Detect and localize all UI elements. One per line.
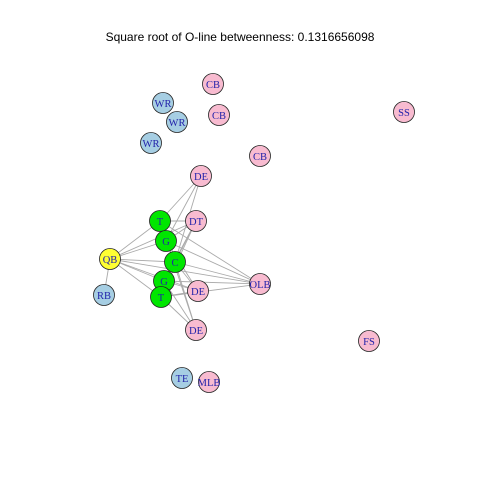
node-circle-t2	[150, 286, 172, 308]
edge-qb-de2	[109, 258, 199, 292]
node-label-g2: G	[160, 277, 168, 288]
node-te: TE	[171, 367, 193, 389]
node-circle-de2	[187, 280, 209, 302]
node-circle-wr3	[140, 132, 162, 154]
node-wr3: WR	[140, 132, 162, 154]
node-cb3: CB	[249, 145, 271, 167]
node-circle-g1	[155, 230, 177, 252]
node-label-t2: T	[158, 293, 165, 304]
node-circle-de1	[190, 165, 212, 187]
node-label-qb: QB	[103, 255, 118, 266]
node-mlb: MLB	[198, 371, 221, 393]
node-circle-rb	[93, 284, 115, 306]
node-c: C	[164, 251, 186, 273]
edge-t2-olb	[160, 283, 261, 298]
chart-title: Square root of O-line betweenness: 0.131…	[105, 30, 375, 44]
node-circle-cb3	[249, 145, 271, 167]
edge-qb-dt	[109, 220, 197, 260]
node-label-de3: DE	[189, 326, 203, 337]
node-circle-te	[171, 367, 193, 389]
node-layer: CB CB CB SS WR WR WR DE T DT G QB CG DE T OLB RB DE FS TE ML…	[93, 73, 415, 393]
node-wr2: WR	[166, 111, 188, 133]
node-de3: DE	[185, 319, 207, 341]
edge-t1-olb	[159, 220, 261, 285]
node-fs: FS	[358, 330, 380, 352]
node-circle-mlb	[198, 371, 220, 393]
node-circle-c	[164, 251, 186, 273]
node-label-cb3: CB	[253, 152, 267, 163]
edge-g1-de1	[165, 175, 202, 242]
edge-layer	[103, 175, 261, 331]
edge-qb-olb	[109, 258, 261, 285]
node-label-mlb: MLB	[198, 378, 221, 389]
node-rb: RB	[93, 284, 115, 306]
node-de2: DE	[187, 280, 209, 302]
node-label-dt: DT	[189, 217, 204, 228]
node-circle-wr1	[152, 92, 174, 114]
node-label-ss: SS	[398, 108, 410, 119]
node-ss: SS	[393, 101, 415, 123]
node-cb2: CB	[208, 104, 230, 126]
node-circle-cb1	[202, 73, 224, 95]
node-label-t1: T	[157, 217, 164, 228]
node-label-c: C	[171, 258, 178, 269]
node-label-wr2: WR	[169, 118, 186, 129]
node-label-rb: RB	[97, 291, 111, 302]
node-de1: DE	[190, 165, 212, 187]
node-label-cb1: CB	[206, 80, 220, 91]
edge-g2-olb	[163, 280, 261, 285]
node-label-cb2: CB	[212, 111, 226, 122]
node-qb: QB	[99, 248, 121, 270]
node-t1: T	[149, 210, 171, 232]
node-label-de1: DE	[194, 172, 208, 183]
node-label-fs: FS	[363, 337, 375, 348]
node-circle-dt	[185, 210, 207, 232]
node-circle-t1	[149, 210, 171, 232]
node-label-g1: G	[162, 237, 170, 248]
node-wr1: WR	[152, 92, 174, 114]
node-label-te: TE	[176, 374, 189, 385]
node-circle-fs	[358, 330, 380, 352]
node-g2: G	[153, 270, 175, 292]
node-t2: T	[150, 286, 172, 308]
node-g1: G	[155, 230, 177, 252]
node-label-wr3: WR	[143, 139, 160, 150]
node-circle-de3	[185, 319, 207, 341]
node-circle-wr2	[166, 111, 188, 133]
node-dt: DT	[185, 210, 207, 232]
node-label-wr1: WR	[155, 99, 172, 110]
node-label-olb: OLB	[250, 280, 271, 291]
edge-c-de3	[174, 261, 197, 331]
edge-c-olb	[174, 261, 261, 285]
node-circle-ss	[393, 101, 415, 123]
node-olb: OLB	[249, 273, 271, 295]
node-label-de2: DE	[191, 287, 205, 298]
node-circle-olb	[249, 273, 271, 295]
node-circle-qb	[99, 248, 121, 270]
node-cb1: CB	[202, 73, 224, 95]
node-circle-cb2	[208, 104, 230, 126]
